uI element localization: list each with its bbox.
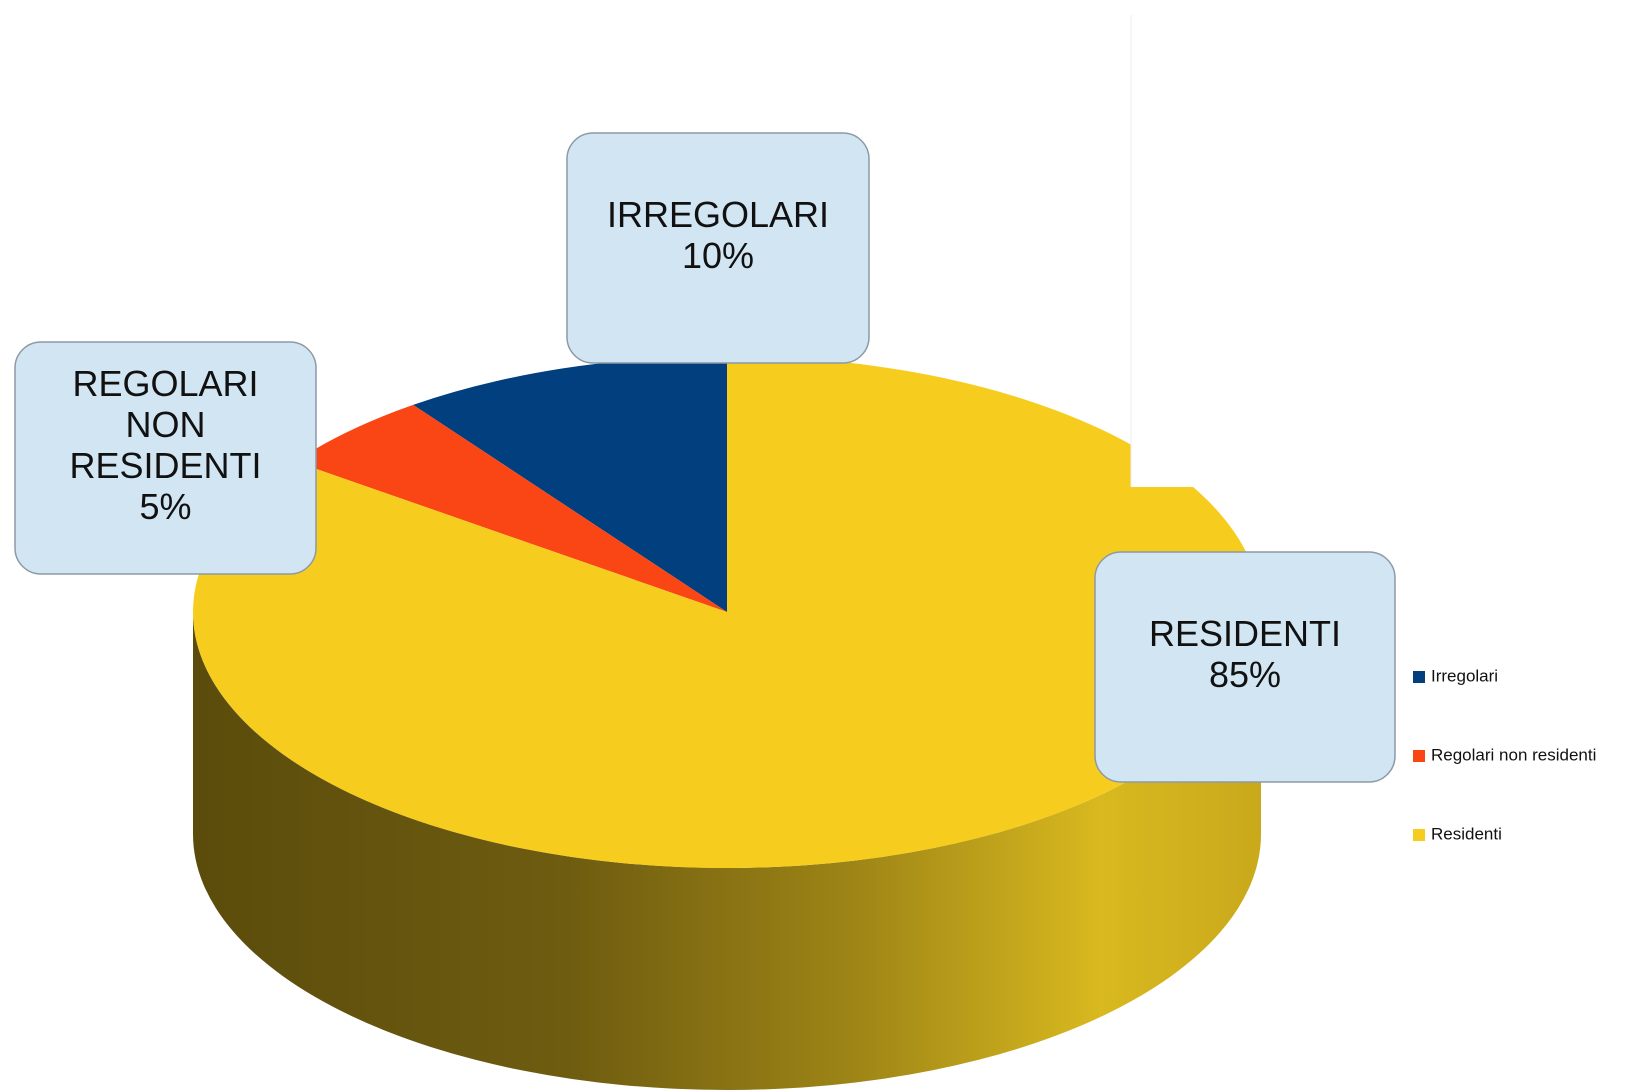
callout-label: IRREGOLARI xyxy=(607,194,829,235)
callout-value: 5% xyxy=(139,486,191,527)
callout-value: 85% xyxy=(1209,654,1281,695)
callout-label: RESIDENTI xyxy=(1149,613,1341,654)
legend-label: Residenti xyxy=(1431,824,1502,843)
legend-label: Irregolari xyxy=(1431,666,1498,685)
legend-swatch xyxy=(1413,671,1425,683)
callout-label: RESIDENTI xyxy=(69,445,261,486)
pie-slice xyxy=(193,356,1262,868)
callout-box xyxy=(566,132,870,364)
callout-label: REGOLARI xyxy=(72,363,258,404)
legend-label: Regolari non residenti xyxy=(1431,745,1596,764)
callout-label: NON xyxy=(126,404,206,445)
callout-value: 10% xyxy=(682,235,754,276)
legend-swatch xyxy=(1413,829,1425,841)
background-patch xyxy=(1131,0,1641,487)
legend-swatch xyxy=(1413,750,1425,762)
pie-slice xyxy=(294,404,727,612)
callout-box xyxy=(1094,551,1396,783)
callout-box xyxy=(14,341,317,575)
pie-slice xyxy=(413,356,727,612)
pie-side xyxy=(193,612,1261,1090)
